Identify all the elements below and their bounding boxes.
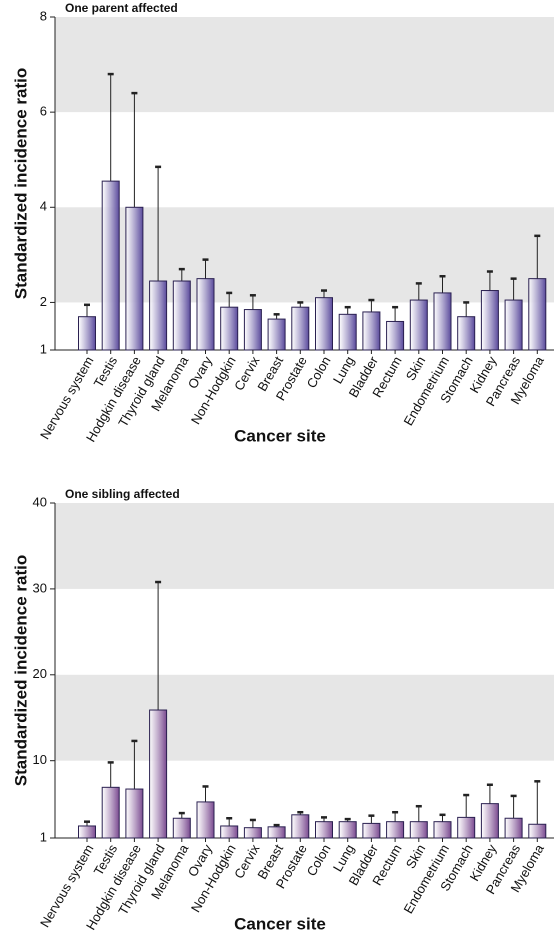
bar <box>196 801 215 839</box>
bar <box>78 825 96 839</box>
bar <box>101 786 120 839</box>
bar <box>386 320 405 351</box>
y-tick-label: 10 <box>33 752 47 767</box>
y-tick-label: 6 <box>40 104 47 119</box>
grid-band <box>55 503 554 589</box>
bar <box>338 821 357 839</box>
bar <box>149 709 168 839</box>
bar <box>291 306 310 351</box>
bar <box>243 827 262 839</box>
bar <box>504 299 523 351</box>
y-tick-label: 40 <box>33 494 47 509</box>
bar <box>315 297 333 351</box>
y-tick-label: 2 <box>40 294 47 309</box>
x-tick-label: Colon <box>304 354 334 391</box>
bar <box>267 826 286 839</box>
bar <box>220 306 239 351</box>
grid-band <box>55 674 554 761</box>
panel-title: One parent affected <box>65 1 178 15</box>
bar <box>243 309 262 351</box>
bar <box>433 821 452 839</box>
bar <box>409 299 428 351</box>
bar <box>457 316 476 351</box>
y-axis-label: Standardized incidence ratio <box>11 555 30 786</box>
bar <box>196 278 215 351</box>
bar <box>101 180 120 351</box>
y-tick-label: 4 <box>40 199 47 214</box>
x-axis-label: Cancer site <box>234 426 326 445</box>
x-tick-label: Colon <box>304 842 334 879</box>
bar <box>125 788 144 839</box>
bar <box>457 816 476 839</box>
bar <box>291 814 310 839</box>
bar <box>409 821 428 839</box>
bar <box>172 280 191 351</box>
y-tick-label: 1 <box>40 829 47 844</box>
bar <box>338 313 357 351</box>
y-tick-label: 30 <box>33 580 47 595</box>
grid-band <box>55 17 554 113</box>
bar <box>362 311 381 351</box>
y-axis-label: Standardized incidence ratio <box>11 68 30 299</box>
bar <box>172 817 191 839</box>
bar <box>480 290 499 351</box>
x-axis-label: Cancer site <box>234 914 326 933</box>
bar <box>125 206 144 351</box>
y-tick-label: 1 <box>40 341 47 356</box>
bar <box>267 318 286 351</box>
panel-title: One sibling affected <box>65 487 180 501</box>
bar <box>78 316 96 351</box>
y-tick-label: 8 <box>40 8 47 23</box>
bar <box>315 821 333 839</box>
bar <box>220 825 239 839</box>
bar <box>386 821 405 839</box>
bar <box>504 817 523 839</box>
y-tick-label: 20 <box>33 666 47 681</box>
bar <box>528 823 547 839</box>
bar <box>480 803 499 839</box>
bar <box>149 280 168 351</box>
bar <box>362 822 381 839</box>
bar <box>528 278 547 351</box>
bar <box>433 292 452 351</box>
